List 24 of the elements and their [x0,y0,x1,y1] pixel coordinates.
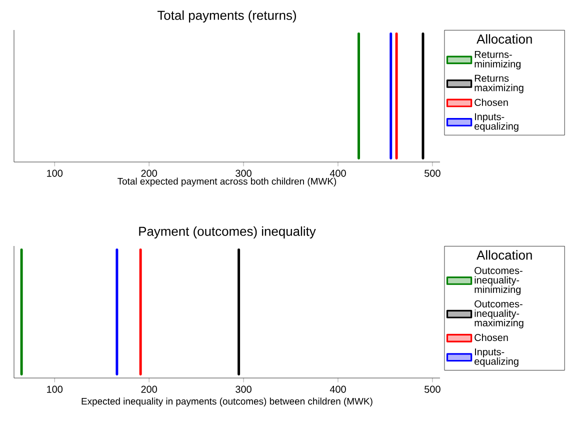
chart-title: Payment (outcomes) inequality [139,226,316,238]
chart-title: Total payments (returns) [157,10,296,22]
legend-label: Outcomes-inequality-maximizing [474,300,524,328]
legend-label: Inputs-equalizing [474,348,518,367]
legend-label: Inputs-equalizing [474,113,518,132]
x-tick-label: 400 [330,170,346,177]
x-tick-label: 100 [47,386,63,393]
x-tick-label: 100 [47,170,63,177]
legend-label: Chosen [474,98,508,106]
legend-title: Allocation [476,34,532,44]
x-tick-label: 200 [141,386,157,393]
legend-label: Returns-minimizing [474,51,521,70]
x-tick-label: 500 [424,170,440,177]
x-tick-label: 200 [141,170,157,177]
x-tick-label: 500 [424,386,440,393]
x-axis-title: Expected inequality in payments (outcomes) between children (MWK) [82,398,372,406]
legend-label: Chosen [474,334,508,342]
legend-label: Outcomes-inequality-minimizing [474,267,522,295]
x-tick-label: 300 [236,170,252,177]
x-tick-label: 300 [236,386,252,393]
x-axis-title: Total expected payment across both children (MWK) [118,178,336,187]
legend-title: Allocation [476,250,532,260]
x-tick-label: 400 [330,386,346,393]
legend-label: Returns maximizing [474,74,524,94]
